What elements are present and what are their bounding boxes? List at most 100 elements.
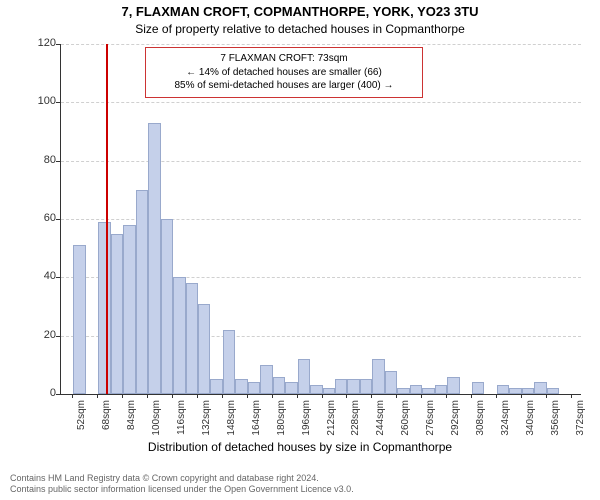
x-tick-label: 212sqm xyxy=(326,400,337,450)
histogram-bar xyxy=(186,283,198,394)
y-tick-label: 100 xyxy=(16,95,56,107)
y-tick-mark xyxy=(56,219,60,220)
x-tick-label: 148sqm xyxy=(226,400,237,450)
histogram-bar xyxy=(111,234,123,394)
histogram-bar xyxy=(360,379,372,394)
y-tick-mark xyxy=(56,44,60,45)
x-tick-mark xyxy=(521,394,522,398)
x-tick-mark xyxy=(346,394,347,398)
histogram-bar xyxy=(210,379,222,394)
x-tick-label: 132sqm xyxy=(201,400,212,450)
info-line: 7 FLAXMAN CROFT: 73sqm xyxy=(154,52,414,66)
histogram-bar xyxy=(310,385,322,394)
x-tick-mark xyxy=(371,394,372,398)
y-tick-label: 0 xyxy=(16,387,56,399)
histogram-bar xyxy=(136,190,148,394)
x-tick-label: 340sqm xyxy=(525,400,536,450)
x-tick-mark xyxy=(72,394,73,398)
x-tick-label: 260sqm xyxy=(400,400,411,450)
x-tick-label: 180sqm xyxy=(276,400,287,450)
x-tick-mark xyxy=(147,394,148,398)
histogram-bar xyxy=(161,219,173,394)
histogram-bar xyxy=(522,388,534,394)
x-tick-label: 164sqm xyxy=(251,400,262,450)
x-tick-label: 356sqm xyxy=(550,400,561,450)
histogram-bar xyxy=(410,385,422,394)
histogram-bar xyxy=(235,379,247,394)
x-tick-mark xyxy=(571,394,572,398)
histogram-bar xyxy=(223,330,235,394)
x-tick-label: 116sqm xyxy=(176,400,187,450)
histogram-bar xyxy=(260,365,272,394)
y-tick-label: 20 xyxy=(16,329,56,341)
histogram-bar xyxy=(534,382,546,394)
y-tick-label: 60 xyxy=(16,212,56,224)
x-tick-label: 196sqm xyxy=(301,400,312,450)
x-tick-mark xyxy=(222,394,223,398)
gridline xyxy=(61,161,581,162)
y-tick-mark xyxy=(56,336,60,337)
histogram-bar xyxy=(198,304,210,394)
chart-subtitle: Size of property relative to detached ho… xyxy=(0,22,600,36)
x-tick-mark xyxy=(247,394,248,398)
histogram-bar xyxy=(173,277,185,394)
histogram-bar xyxy=(298,359,310,394)
y-tick-mark xyxy=(56,161,60,162)
x-tick-mark xyxy=(272,394,273,398)
x-tick-mark xyxy=(297,394,298,398)
x-tick-label: 52sqm xyxy=(76,400,87,450)
x-tick-mark xyxy=(396,394,397,398)
plot-area: 7 FLAXMAN CROFT: 73sqm← 14% of detached … xyxy=(60,44,581,395)
footer-line: Contains HM Land Registry data © Crown c… xyxy=(10,473,354,485)
y-tick-label: 40 xyxy=(16,270,56,282)
histogram-bar xyxy=(73,245,85,394)
x-tick-mark xyxy=(97,394,98,398)
histogram-bar xyxy=(422,388,434,394)
histogram-bar xyxy=(248,382,260,394)
x-tick-mark xyxy=(197,394,198,398)
info-line: 85% of semi-detached houses are larger (… xyxy=(154,79,414,93)
x-tick-mark xyxy=(496,394,497,398)
x-tick-mark xyxy=(471,394,472,398)
property-info-box: 7 FLAXMAN CROFT: 73sqm← 14% of detached … xyxy=(145,47,423,98)
y-tick-mark xyxy=(56,394,60,395)
histogram-bar xyxy=(273,377,285,395)
histogram-bar xyxy=(335,379,347,394)
property-marker-line xyxy=(106,44,108,394)
histogram-bar xyxy=(385,371,397,394)
histogram-bar xyxy=(372,359,384,394)
histogram-bar xyxy=(123,225,135,394)
histogram-bar xyxy=(285,382,297,394)
histogram-bar xyxy=(98,222,110,394)
histogram-bar xyxy=(547,388,559,394)
y-tick-mark xyxy=(56,277,60,278)
histogram-bar xyxy=(397,388,409,394)
histogram-bar xyxy=(472,382,484,394)
x-tick-label: 372sqm xyxy=(575,400,586,450)
x-tick-mark xyxy=(446,394,447,398)
x-tick-label: 308sqm xyxy=(475,400,486,450)
info-line: ← 14% of detached houses are smaller (66… xyxy=(154,66,414,80)
y-tick-mark xyxy=(56,102,60,103)
histogram-bar xyxy=(497,385,509,394)
histogram-bar xyxy=(323,388,335,394)
histogram-bar xyxy=(347,379,359,394)
x-tick-mark xyxy=(172,394,173,398)
x-tick-label: 244sqm xyxy=(375,400,386,450)
x-tick-mark xyxy=(546,394,547,398)
x-tick-label: 68sqm xyxy=(101,400,112,450)
histogram-bar xyxy=(447,377,459,395)
footer-line: Contains public sector information licen… xyxy=(10,484,354,496)
y-tick-label: 80 xyxy=(16,154,56,166)
x-tick-label: 84sqm xyxy=(126,400,137,450)
footer-attribution: Contains HM Land Registry data © Crown c… xyxy=(10,473,354,496)
x-tick-label: 324sqm xyxy=(500,400,511,450)
x-tick-mark xyxy=(421,394,422,398)
x-tick-label: 292sqm xyxy=(450,400,461,450)
gridline xyxy=(61,44,581,45)
histogram-bar xyxy=(148,123,160,394)
chart-title: 7, FLAXMAN CROFT, COPMANTHORPE, YORK, YO… xyxy=(0,4,600,19)
x-tick-label: 100sqm xyxy=(151,400,162,450)
histogram-bar xyxy=(435,385,447,394)
gridline xyxy=(61,102,581,103)
